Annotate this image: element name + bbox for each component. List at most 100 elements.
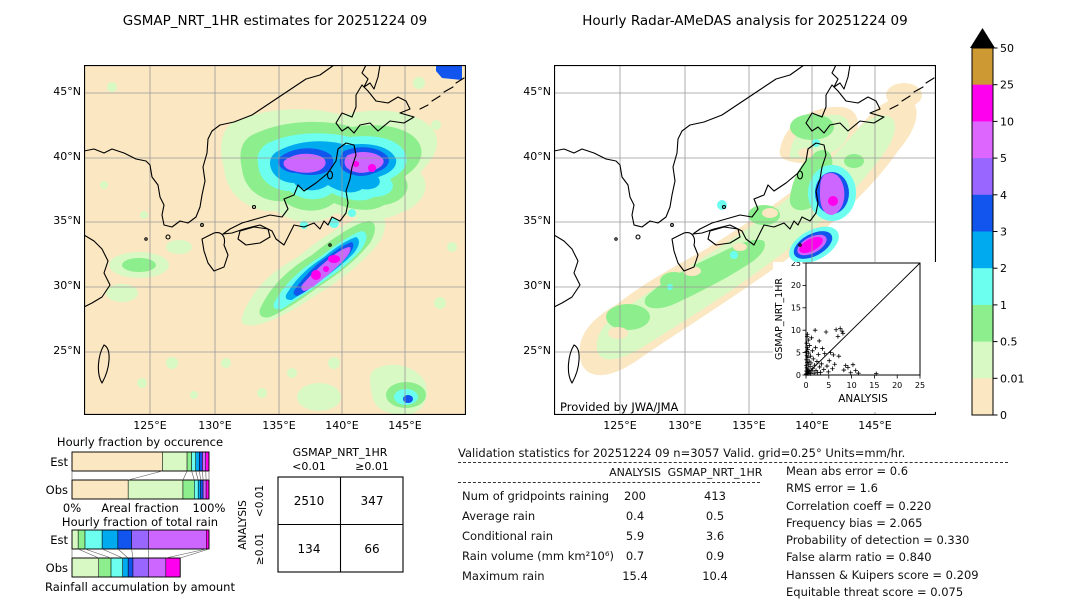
colorbar-segment [972, 121, 993, 159]
hit-count: 66 [364, 542, 379, 556]
colorbar-segment [972, 378, 993, 416]
scatter-point [811, 356, 816, 362]
stats-row-label: Maximum rain [462, 569, 545, 583]
bar-segment [202, 451, 206, 472]
scatter-point [826, 369, 831, 375]
bar-segment [71, 479, 129, 500]
colorbar-tick-label: 2 [1000, 262, 1007, 275]
right-map-lon-tick: 130°E [668, 419, 702, 432]
colorbar-segment [972, 341, 993, 379]
bar-segment [127, 557, 134, 578]
scatter-point [833, 327, 839, 332]
right-map-lon-tick: 125°E [603, 419, 637, 432]
bar-segment [122, 557, 129, 578]
skill-score-line: False alarm ratio = 0.840 [786, 550, 932, 565]
right-map-lon-tick: 135°E [732, 419, 766, 432]
scatter-point [817, 338, 822, 344]
scatter-point [832, 362, 837, 367]
stats-gsmap-value: 10.4 [702, 569, 728, 583]
stats-row-label: Num of gridpoints raining [462, 489, 610, 503]
scatter-point [848, 370, 853, 375]
stats-header-divider [458, 482, 760, 483]
gridlines [84, 65, 466, 415]
scatter-point [814, 359, 820, 364]
scatter-point [806, 337, 811, 343]
skill-score-line: Probability of detection = 0.330 [786, 533, 970, 548]
inset-ytick-label: 10 [791, 326, 801, 335]
colorbar-tick-label: 0 [1000, 409, 1007, 422]
right-map-lat-tick: 25°N [523, 344, 551, 357]
scatter-point [804, 340, 809, 346]
scatter-point [805, 355, 811, 360]
inset-ticks: 00 5 5 10 10 15 15 20 20 25 25 [791, 262, 925, 390]
skill-score-line: Equitable threat score = 0.075 [786, 585, 964, 600]
left-map-lon-tick: 140°E [325, 419, 359, 432]
connector-line [84, 548, 112, 559]
scatter-point [809, 368, 815, 374]
colorbar-overflow-arrow [970, 28, 995, 48]
scatter-point [841, 367, 847, 373]
colorbar-segment [972, 158, 993, 196]
stats-gsmap-value: 0.5 [705, 509, 725, 523]
scatter-point [807, 343, 812, 348]
bar-segment [71, 557, 99, 578]
false-alarm-count: 347 [361, 494, 384, 508]
right-map-lat-tick: 35°N [523, 214, 551, 227]
scatter-point [817, 364, 822, 370]
bar-segment [110, 557, 123, 578]
skill-score-line: RMS error = 1.6 [786, 481, 878, 496]
bar-segment [195, 451, 200, 472]
precip-10-25-layer [799, 196, 838, 254]
inset-xtick-label: 5 [826, 381, 831, 390]
scatter-point [823, 329, 829, 335]
bar-segment [194, 479, 199, 500]
scatter-point [827, 358, 832, 363]
left-map-lon-tick: 125°E [133, 419, 167, 432]
stats-row-label: Rain volume (mm km²10⁶) [462, 549, 614, 563]
scatter-point [809, 335, 814, 341]
bar-segment [202, 479, 207, 500]
bar-segment [117, 529, 132, 550]
scatter-point [813, 345, 818, 350]
stats-col-analysis: ANALYSIS [609, 466, 661, 479]
bar-segment [200, 479, 204, 500]
bar-segment [148, 529, 207, 550]
stats-title-divider [458, 462, 1008, 463]
scatter-point [874, 371, 879, 376]
scatter-point [808, 360, 814, 366]
left-map-title: GSMAP_NRT_1HR estimates for 20251224 09 [122, 13, 428, 29]
scatter-point [816, 352, 821, 357]
inset-ytick-label: 15 [791, 304, 801, 313]
connector-line [165, 548, 207, 559]
contingency-col-label-lt: <0.01 [292, 460, 326, 473]
stats-title: Validation statistics for 20251224 09 n=… [458, 446, 906, 460]
totalrain-est-label: Est [50, 533, 68, 547]
right-map-lat-tick: 45°N [523, 85, 551, 98]
skill-score-line: Frequency bias = 2.065 [786, 515, 923, 530]
scatter-point [820, 346, 825, 351]
colorbar-segment [972, 84, 993, 122]
connector-line [195, 470, 199, 481]
scatter-point [822, 351, 827, 356]
bar-segment [127, 479, 184, 500]
gsmap-precip-layers [100, 65, 462, 415]
left-map-lon-tick: 135°E [262, 419, 296, 432]
bar-segment [165, 557, 181, 578]
left-map-lat-tick: 35°N [53, 214, 81, 227]
bar-segment [182, 479, 195, 500]
bar-segment [199, 451, 203, 472]
scatter-point [813, 368, 819, 373]
stats-analysis-value: 0.4 [625, 509, 645, 523]
connector-line [199, 470, 201, 481]
bar-segment [197, 479, 201, 500]
contingency-row-label-lt: <0.01 [254, 485, 266, 517]
left-map-lat-tick: 30°N [53, 279, 81, 292]
bar-segment [71, 529, 79, 550]
colorbar-segment [972, 304, 993, 343]
totalrain-obs-label: Obs [46, 561, 68, 575]
scatter-point [805, 332, 810, 337]
scatter-point [836, 353, 842, 359]
colorbar-segment [972, 194, 993, 232]
miss-count: 134 [298, 542, 321, 556]
colorbar-tick-label: 0.5 [1000, 336, 1018, 349]
